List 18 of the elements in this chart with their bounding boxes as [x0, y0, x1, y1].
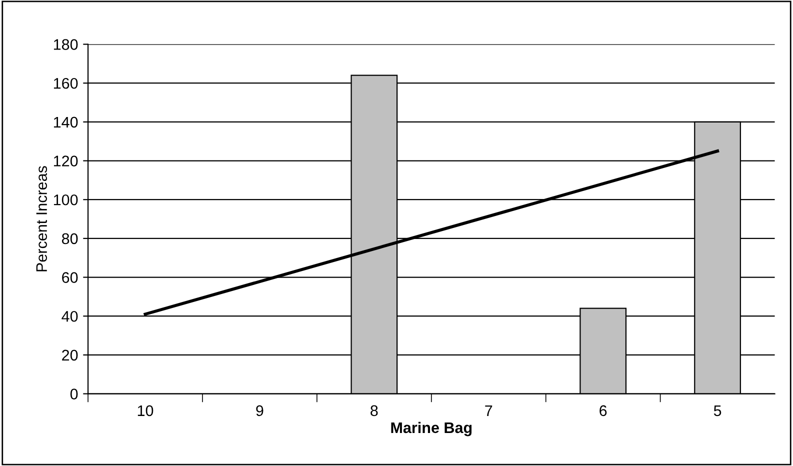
x-tick-label: 7 [485, 405, 492, 416]
x-tick-label: 6 [600, 405, 607, 416]
x-tick-label: 10 [138, 405, 154, 416]
x-axis-title: Marine Bag [391, 422, 472, 436]
y-tick-label: 20 [62, 350, 78, 361]
y-tick-label: 120 [54, 156, 78, 166]
y-axis-title: Percent Increas [36, 166, 48, 272]
y-tick-label: 100 [54, 194, 78, 206]
y-tick-label: 80 [62, 233, 78, 244]
y-tick-label: 40 [62, 310, 78, 322]
y-tick-label: 160 [54, 78, 78, 89]
y-tick-label: 140 [54, 116, 78, 128]
x-tick-label: 9 [256, 405, 264, 416]
y-tick-label: 180 [54, 39, 78, 50]
x-tick-label: 8 [370, 405, 378, 416]
y-tick-label: 0 [70, 388, 78, 400]
y-tick-label: 60 [62, 272, 78, 283]
x-tick-label: 5 [714, 405, 722, 416]
